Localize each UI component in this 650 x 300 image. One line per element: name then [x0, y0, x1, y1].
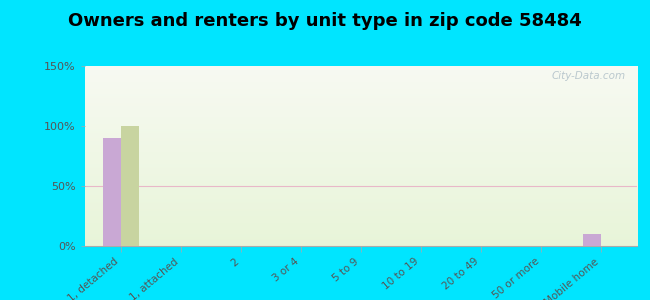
Bar [583, 234, 601, 246]
Bar [120, 126, 138, 246]
Bar [103, 138, 120, 246]
Text: Owners and renters by unit type in zip code 58484: Owners and renters by unit type in zip c… [68, 12, 582, 30]
Text: City-Data.com: City-Data.com [552, 71, 626, 81]
